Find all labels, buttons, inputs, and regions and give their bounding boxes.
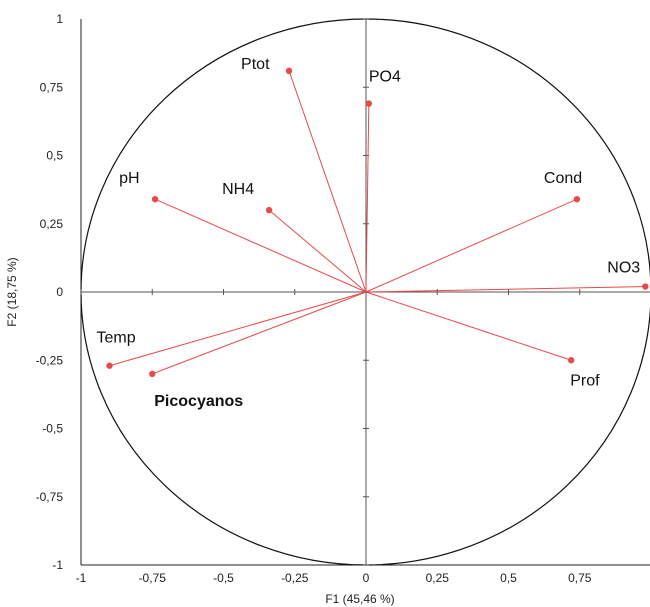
x-tick-label: 0,5 bbox=[500, 571, 517, 585]
y-tick-label: -1 bbox=[52, 558, 63, 572]
point-ph bbox=[151, 195, 159, 203]
vector-temp bbox=[109, 291, 367, 367]
point-temp bbox=[106, 362, 113, 369]
label-cond: Cond bbox=[544, 170, 582, 187]
x-tick-label: -0,25 bbox=[281, 571, 309, 585]
label-nh4: NH4 bbox=[222, 181, 254, 198]
label-no3: NO3 bbox=[607, 260, 640, 277]
variable-labels: Ptot PO4 pH NH4 Cond NO3 Temp Picocyanos Prof bbox=[97, 56, 641, 410]
vector-picocyanos bbox=[152, 291, 367, 375]
vector-po4 bbox=[365, 103, 370, 293]
x-tick-label: -1 bbox=[76, 571, 87, 585]
x-tick-label: 0 bbox=[363, 571, 370, 585]
vector-nh4 bbox=[268, 209, 367, 293]
x-axis-title: F1 (45,46 %) bbox=[325, 592, 394, 606]
y-tick-label: 0 bbox=[56, 285, 63, 299]
x-tick-label: 0,25 bbox=[426, 571, 450, 585]
label-ptot: Ptot bbox=[241, 56, 270, 73]
vector-ptot bbox=[288, 70, 367, 293]
label-picocyanos: Picocyanos bbox=[154, 393, 243, 410]
vector-prof bbox=[365, 291, 572, 361]
point-prof bbox=[568, 357, 575, 364]
y-tick-label: 0,25 bbox=[40, 217, 64, 231]
point-picocyanos bbox=[149, 370, 156, 378]
label-po4: PO4 bbox=[369, 69, 401, 86]
label-prof: Prof bbox=[570, 372, 600, 389]
x-tick-label: -0,5 bbox=[213, 571, 234, 585]
label-ph: pH bbox=[119, 170, 139, 187]
y-axis-title: F2 (18,75 %) bbox=[5, 257, 19, 326]
vector-no3 bbox=[365, 286, 646, 293]
y-tick-label: -0,75 bbox=[36, 490, 64, 504]
y-tick-label: 0,5 bbox=[46, 149, 63, 163]
vector-cond bbox=[365, 198, 578, 293]
point-ptot bbox=[285, 67, 293, 75]
point-nh4 bbox=[265, 206, 273, 214]
point-no3 bbox=[642, 283, 649, 290]
x-tick-label: -0,75 bbox=[139, 571, 167, 585]
x-tick-labels: -1 -0,75 -0,5 -0,25 0 0,25 0,5 0,75 bbox=[76, 571, 592, 585]
y-tick-label: 1 bbox=[56, 12, 63, 26]
y-tick-label: 0,75 bbox=[40, 80, 64, 94]
point-po4 bbox=[365, 100, 373, 107]
label-temp: Temp bbox=[97, 330, 136, 347]
point-cond bbox=[573, 195, 581, 203]
y-tick-label: -0,5 bbox=[42, 422, 63, 436]
vector-ph bbox=[154, 198, 367, 293]
y-tick-labels: 1 0,75 0,5 0,25 0 -0,25 -0,5 -0,75 -1 bbox=[36, 12, 64, 572]
variable-vectors bbox=[106, 67, 649, 378]
x-tick-label: 0,75 bbox=[568, 571, 592, 585]
y-tick-label: -0,25 bbox=[36, 353, 64, 367]
